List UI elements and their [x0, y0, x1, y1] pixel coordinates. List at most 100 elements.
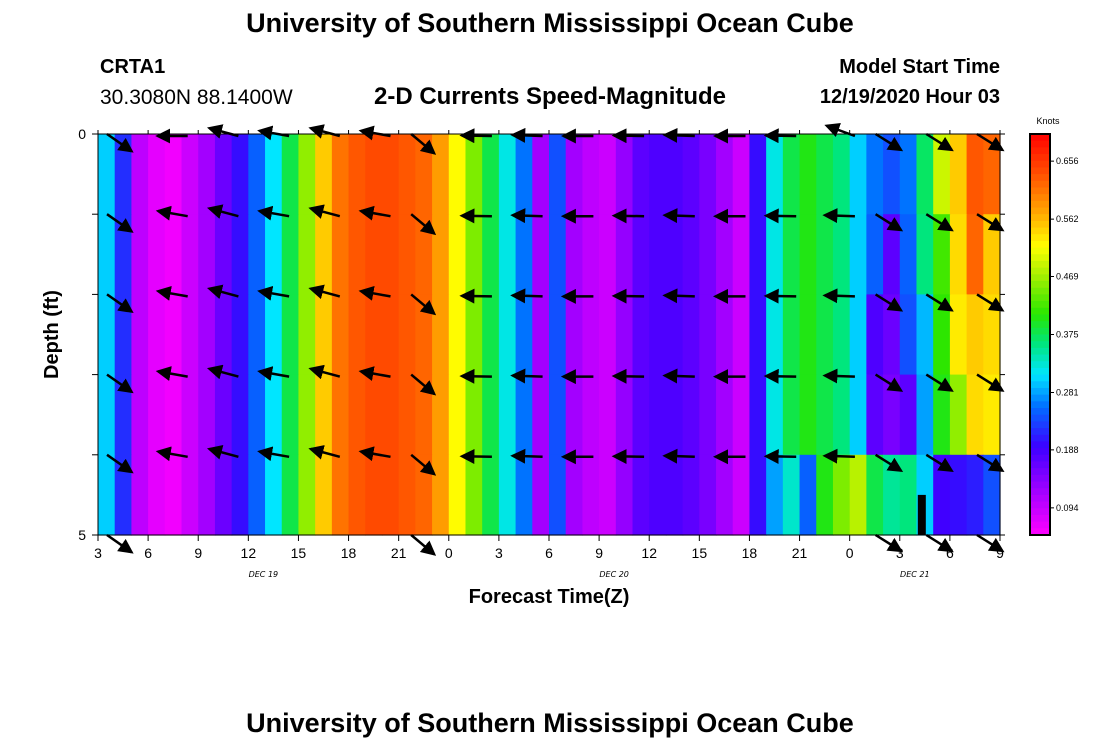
heatmap-cell [315, 214, 333, 295]
heatmap-cell [181, 294, 199, 376]
colorbar-segment [1030, 227, 1050, 235]
heatmap-cell [615, 214, 634, 295]
heatmap-cell [916, 374, 934, 456]
heatmap-cell [816, 454, 834, 536]
heatmap-cell [131, 134, 149, 215]
current-vector-arrow [459, 208, 492, 224]
heatmap-cell [799, 454, 817, 536]
current-vector-arrow [308, 204, 341, 219]
heatmap-cell [448, 134, 467, 215]
heatmap-cell [966, 134, 984, 215]
colorbar-segment [1030, 254, 1050, 262]
heatmap-cell [682, 134, 700, 215]
heatmap-cell [331, 454, 350, 536]
x-tick-label: 0 [445, 545, 453, 561]
heatmap-cell [181, 374, 199, 456]
heatmap-cells [98, 134, 1001, 536]
heatmap-cell [716, 454, 734, 536]
heatmap-cell [198, 294, 216, 376]
heatmap-cell [148, 454, 166, 536]
colorbar-segment [1030, 140, 1050, 148]
heatmap-cell [214, 454, 233, 536]
current-vector-arrow [410, 373, 437, 396]
heatmap-cell [766, 294, 784, 376]
current-vector-arrow [611, 288, 645, 304]
current-vector-arrow [925, 293, 954, 312]
heatmap-cell [549, 374, 567, 456]
colorbar-segment [1030, 408, 1050, 416]
current-vector-arrow [976, 373, 1005, 392]
current-vector-arrow [257, 366, 290, 381]
heatmap-cell [899, 134, 918, 215]
heatmap-cell [365, 214, 383, 295]
heatmap-cell [565, 374, 583, 456]
x-tick-label: 9 [194, 545, 202, 561]
current-vector-arrow [662, 288, 695, 304]
heatmap-cell [665, 134, 684, 215]
heatmap-cell [649, 374, 667, 456]
heatmap-cell [716, 214, 734, 295]
current-vector-arrow [763, 368, 797, 384]
chart-subtitle: 2-D Currents Speed-Magnitude [373, 83, 727, 110]
current-vector-arrow [155, 446, 188, 462]
current-vector-arrow [308, 284, 341, 300]
heatmap-cell [749, 374, 767, 456]
heatmap-cell [799, 294, 817, 376]
current-vector-arrow [611, 449, 645, 465]
heatmap-cell [549, 294, 567, 376]
heatmap-cell [281, 374, 300, 456]
heatmap-cell [315, 294, 333, 376]
heatmap-cell [365, 454, 383, 536]
colorbar-tick-label: 0.562 [1056, 214, 1079, 224]
heatmap-cell [665, 294, 684, 376]
heatmap-cell [248, 214, 266, 295]
heatmap-cell [515, 294, 533, 376]
heatmap-cell [131, 294, 149, 376]
heatmap-cell [331, 294, 350, 376]
x-tick-label: 3 [94, 545, 102, 561]
heatmap-cell [665, 454, 684, 536]
heatmap-cell [716, 134, 734, 215]
current-vector-arrow [206, 284, 239, 300]
heatmap-cell [899, 214, 918, 295]
heatmap-cell [983, 454, 1001, 536]
heatmap-cell [248, 134, 266, 215]
x-tick-label: 3 [896, 545, 904, 561]
heatmap-cell [816, 134, 834, 215]
heatmap-cell [381, 134, 400, 215]
current-vector-arrow [257, 205, 290, 221]
current-vector-arrow [662, 208, 695, 224]
heatmap-cell [883, 134, 901, 215]
heatmap-cell [281, 214, 300, 295]
heatmap-cell [398, 374, 416, 456]
colorbar-segment [1030, 488, 1050, 496]
x-tick-label: 9 [996, 545, 1004, 561]
colorbar-segment [1030, 414, 1050, 422]
x-tick-label: 21 [792, 545, 808, 561]
current-vector-arrow [976, 213, 1005, 232]
heatmap-cell [632, 454, 650, 536]
heatmap-cell [599, 214, 617, 295]
colorbar-segment [1030, 247, 1050, 255]
heatmap-cell [565, 294, 583, 376]
current-vector-arrow [662, 448, 695, 464]
heatmap-cell [248, 454, 266, 536]
colorbar-segment [1030, 441, 1050, 449]
current-vector-arrow [662, 127, 695, 143]
heatmap-cell [448, 454, 467, 536]
footer-title: University of Southern Mississippi Ocean… [246, 708, 854, 738]
heatmap-cell [498, 214, 517, 295]
heatmap-cell [114, 454, 132, 536]
x-tick-label: 12 [641, 545, 657, 561]
heatmap-cell [98, 374, 116, 456]
heatmap-cell [114, 214, 132, 295]
heatmap-cell [799, 134, 817, 215]
colorbar-segment [1030, 454, 1050, 463]
colorbar-segment [1030, 207, 1050, 215]
heatmap-cell [381, 294, 400, 376]
current-vector-arrow [874, 293, 904, 312]
heatmap-cell [682, 214, 700, 295]
current-vector-arrow [611, 128, 645, 144]
current-vector-arrow [925, 373, 954, 392]
heatmap-cell [498, 454, 517, 536]
